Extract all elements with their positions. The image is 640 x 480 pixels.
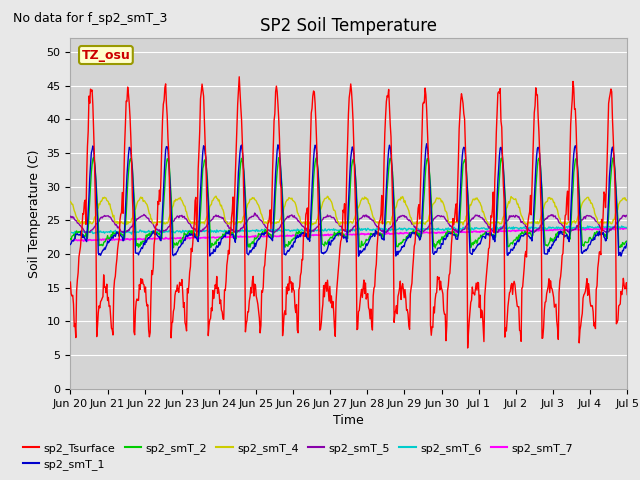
- sp2_smT_4: [623, 198, 631, 204]
- sp2_smT_4: [417, 218, 425, 224]
- Title: SP2 Soil Temperature: SP2 Soil Temperature: [260, 17, 437, 36]
- sp2_smT_1: [417, 231, 425, 237]
- sp2_Tsurface: [220, 316, 228, 322]
- sp2_smT_5: [77, 223, 84, 228]
- Line: sp2_smT_5: sp2_smT_5: [70, 213, 627, 233]
- sp2_Tsurface: [417, 158, 425, 164]
- sp2_smT_6: [618, 223, 626, 229]
- sp2_smT_7: [617, 225, 625, 231]
- sp2_smT_6: [434, 227, 442, 233]
- sp2_smT_1: [77, 232, 84, 238]
- Line: sp2_smT_4: sp2_smT_4: [70, 196, 627, 225]
- sp2_smT_1: [623, 240, 631, 245]
- Line: sp2_smT_1: sp2_smT_1: [70, 144, 627, 256]
- sp2_smT_5: [67, 214, 74, 219]
- sp2_smT_6: [128, 231, 136, 237]
- sp2_smT_7: [417, 230, 425, 236]
- sp2_Tsurface: [434, 274, 442, 279]
- sp2_smT_6: [191, 227, 199, 233]
- sp2_Tsurface: [623, 292, 631, 298]
- sp2_smT_4: [134, 198, 141, 204]
- sp2_smT_6: [623, 224, 631, 230]
- sp2_smT_2: [67, 236, 74, 242]
- sp2_Tsurface: [134, 298, 141, 303]
- Line: sp2_smT_6: sp2_smT_6: [70, 226, 627, 234]
- sp2_smT_4: [221, 214, 228, 220]
- sp2_smT_4: [567, 222, 575, 228]
- sp2_smT_5: [434, 213, 442, 218]
- X-axis label: Time: Time: [333, 414, 364, 427]
- sp2_smT_7: [191, 235, 199, 240]
- sp2_smT_2: [77, 229, 84, 235]
- sp2_smT_5: [623, 212, 631, 218]
- Y-axis label: Soil Temperature (C): Soil Temperature (C): [28, 149, 41, 278]
- sp2_smT_2: [431, 245, 439, 251]
- sp2_smT_6: [77, 230, 84, 236]
- sp2_smT_1: [191, 231, 198, 237]
- sp2_smT_4: [191, 219, 198, 225]
- sp2_smT_1: [355, 253, 362, 259]
- sp2_smT_1: [134, 251, 141, 256]
- sp2_smT_2: [90, 155, 97, 160]
- sp2_smT_5: [220, 216, 228, 222]
- sp2_smT_7: [67, 238, 74, 243]
- sp2_smT_7: [80, 239, 88, 244]
- sp2_smT_7: [221, 234, 228, 240]
- sp2_Tsurface: [236, 74, 243, 80]
- sp2_smT_2: [221, 232, 228, 238]
- sp2_smT_2: [191, 231, 199, 237]
- sp2_smT_4: [434, 195, 442, 201]
- Text: No data for f_sp2_smT_3: No data for f_sp2_smT_3: [13, 12, 167, 25]
- sp2_smT_5: [251, 210, 259, 216]
- sp2_smT_2: [134, 244, 142, 250]
- sp2_smT_5: [134, 216, 141, 222]
- sp2_Tsurface: [191, 220, 198, 226]
- sp2_smT_1: [67, 241, 74, 247]
- sp2_smT_6: [221, 228, 228, 233]
- sp2_Tsurface: [67, 279, 74, 285]
- sp2_smT_7: [77, 238, 84, 243]
- sp2_smT_2: [435, 240, 442, 246]
- sp2_smT_1: [220, 233, 228, 239]
- sp2_smT_5: [191, 227, 198, 232]
- sp2_smT_5: [417, 229, 425, 235]
- Line: sp2_smT_7: sp2_smT_7: [70, 228, 627, 241]
- Line: sp2_smT_2: sp2_smT_2: [70, 157, 627, 248]
- Line: sp2_Tsurface: sp2_Tsurface: [70, 77, 627, 348]
- sp2_smT_6: [417, 227, 425, 232]
- sp2_smT_6: [134, 229, 142, 235]
- sp2_smT_5: [565, 230, 573, 236]
- sp2_smT_6: [67, 229, 74, 235]
- sp2_smT_7: [434, 229, 442, 235]
- sp2_smT_7: [623, 226, 631, 231]
- sp2_smT_1: [423, 141, 431, 146]
- sp2_Tsurface: [464, 345, 472, 351]
- sp2_smT_2: [623, 239, 631, 244]
- sp2_Tsurface: [77, 244, 84, 250]
- sp2_smT_1: [435, 245, 442, 251]
- sp2_smT_4: [67, 199, 74, 204]
- sp2_smT_7: [134, 237, 142, 242]
- sp2_smT_4: [212, 193, 220, 199]
- sp2_smT_2: [417, 234, 425, 240]
- sp2_smT_4: [77, 221, 84, 227]
- Legend: sp2_Tsurface, sp2_smT_1, sp2_smT_2, sp2_smT_4, sp2_smT_5, sp2_smT_6, sp2_smT_7: sp2_Tsurface, sp2_smT_1, sp2_smT_2, sp2_…: [19, 438, 578, 474]
- Text: TZ_osu: TZ_osu: [81, 48, 131, 61]
